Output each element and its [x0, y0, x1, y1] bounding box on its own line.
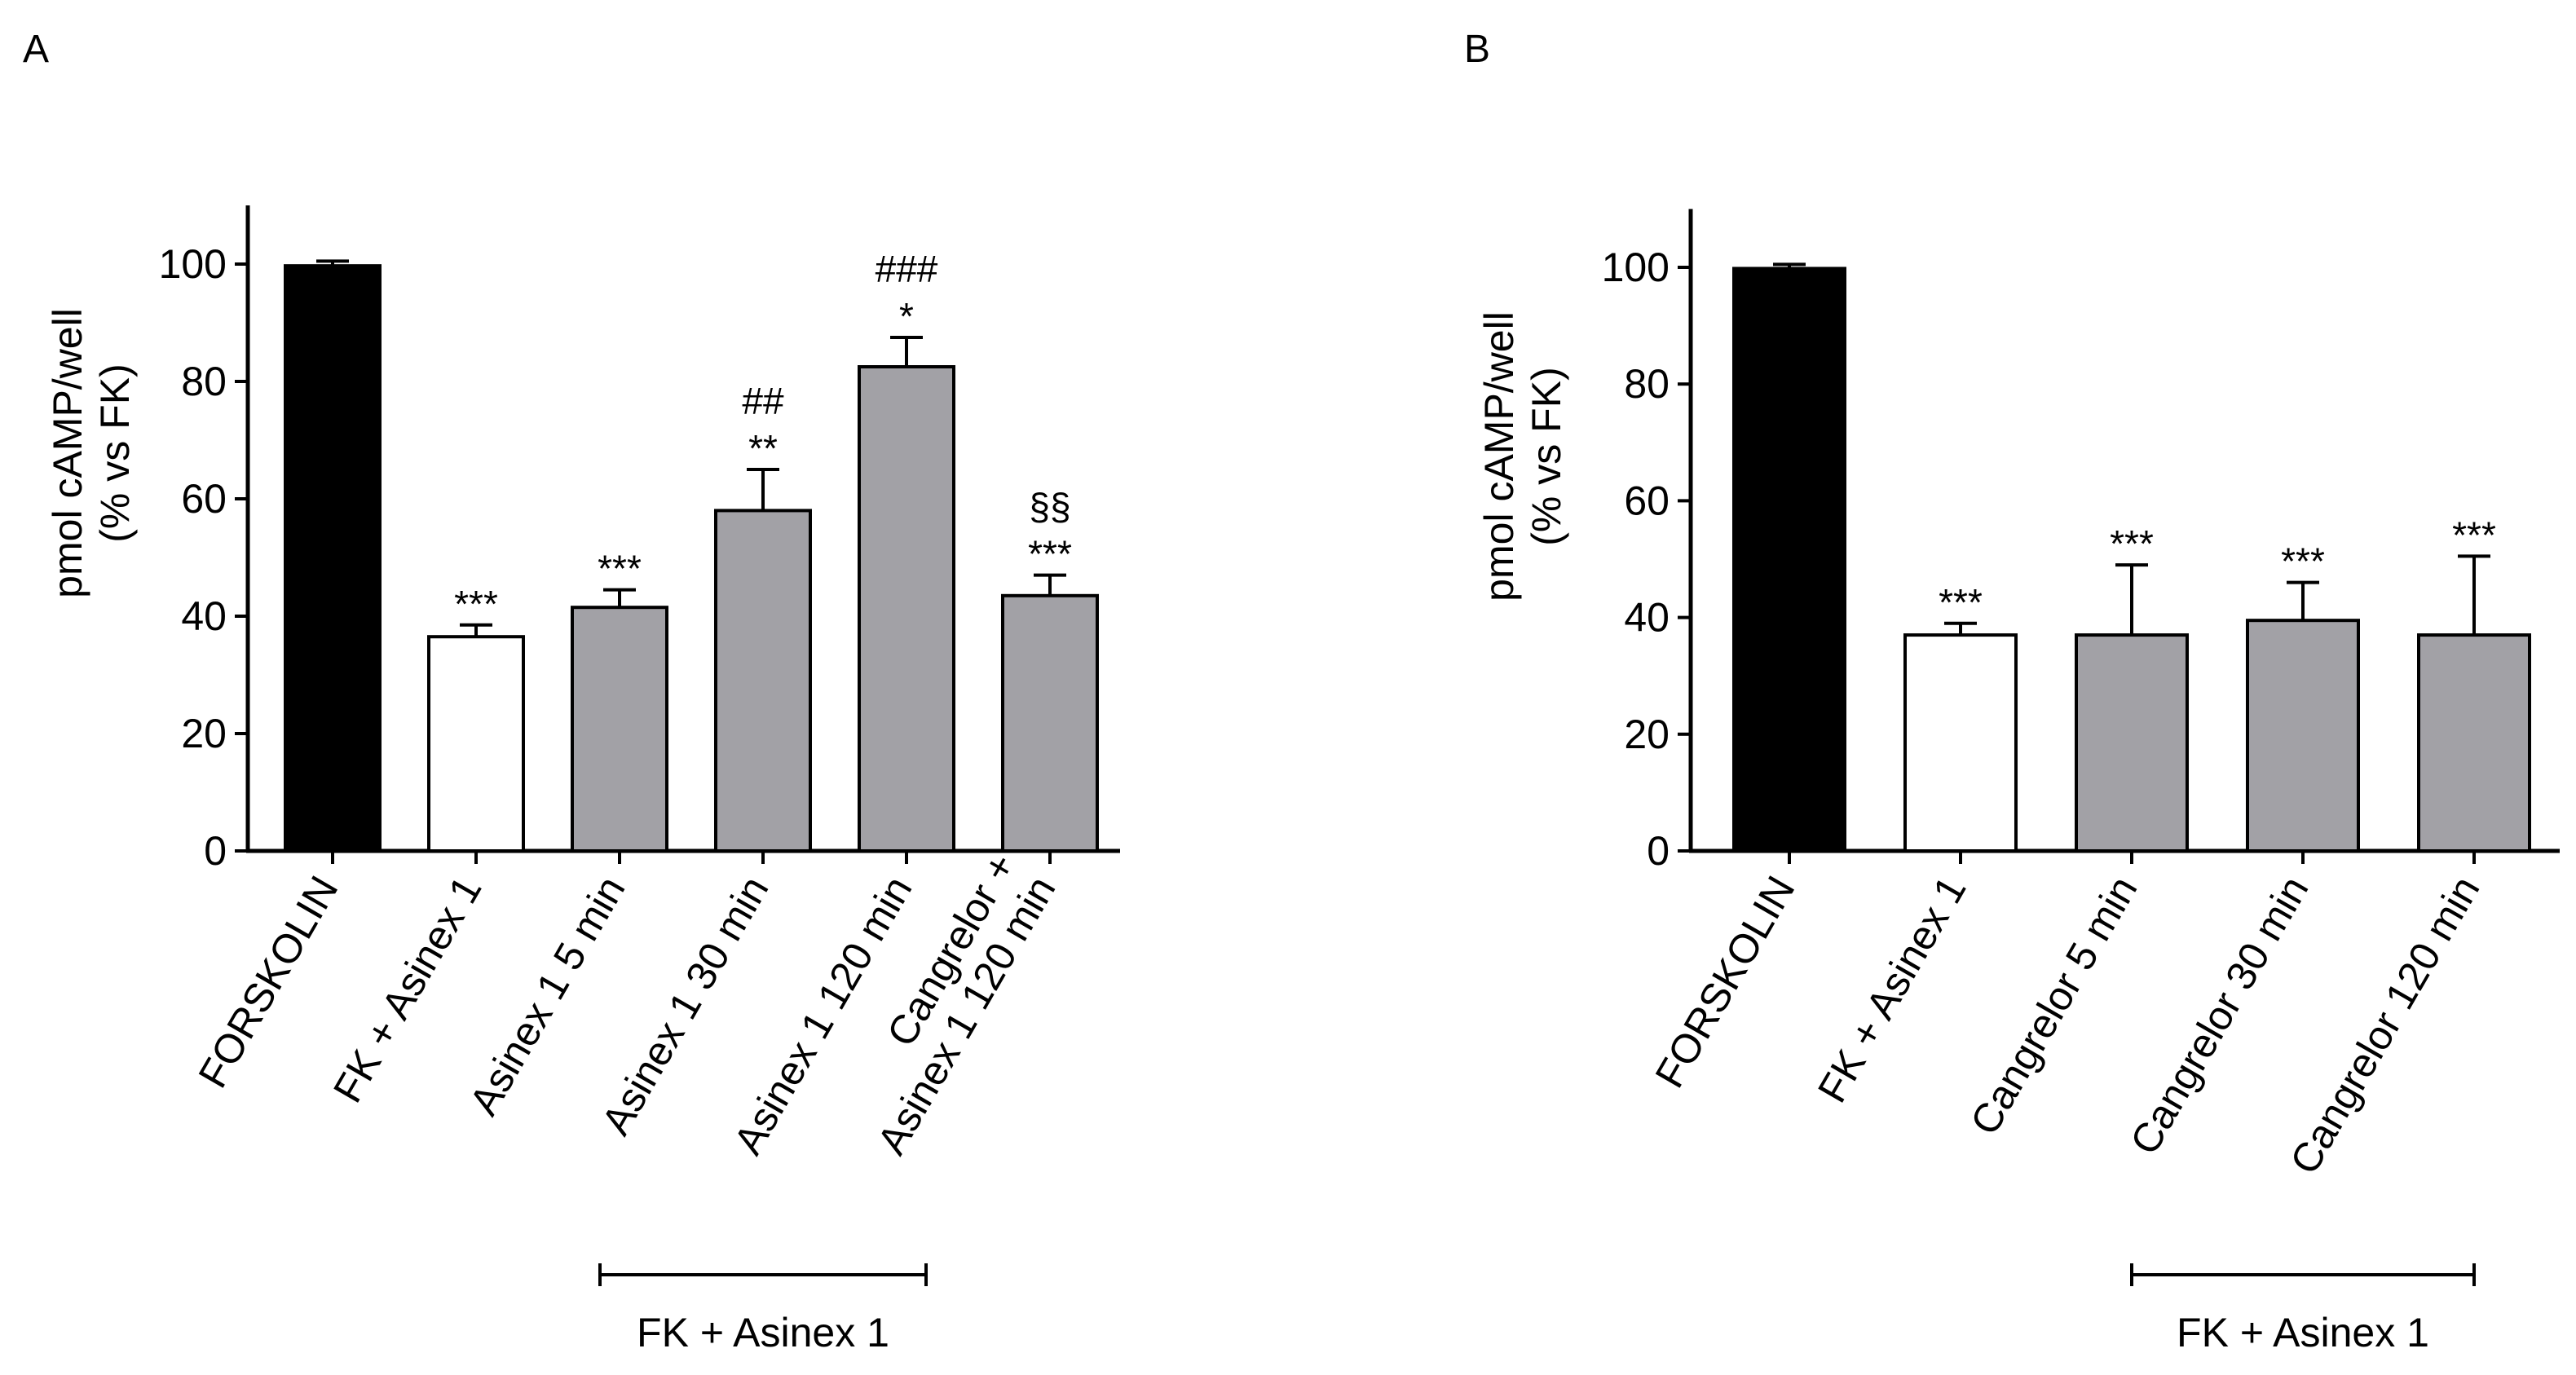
- significance-label: *: [899, 295, 914, 337]
- significance-label: ***: [1939, 581, 1983, 624]
- y-axis-title-line: pmol cAMP/well: [45, 308, 90, 598]
- bar: [427, 635, 525, 853]
- category-label-line: FORSKOLIN: [190, 869, 347, 1095]
- bar: [1732, 267, 1846, 853]
- y-axis-title-line: (% vs FK): [92, 364, 138, 542]
- category-label: Asinex 1 5 min: [461, 869, 633, 1123]
- category-label-line: Asinex 1 5 min: [461, 869, 633, 1123]
- y-tick-label: 20: [1624, 712, 1670, 757]
- y-tick-label: 80: [1624, 361, 1670, 407]
- panel-a-group-bracket: FK + Asinex 1: [598, 1263, 928, 1355]
- significance-label: ***: [2452, 513, 2496, 556]
- category-label: Cangrelor 120 min: [2281, 869, 2488, 1182]
- y-tick-label: 20: [181, 711, 227, 756]
- group-bracket-label: FK + Asinex 1: [2177, 1310, 2429, 1355]
- category-label: Cangrelor +Asinex 1 120 min: [829, 846, 1065, 1162]
- bar: [858, 365, 955, 853]
- significance-label: ***: [454, 583, 498, 625]
- panel-a-y-axis-title: pmol cAMP/well(% vs FK): [45, 308, 138, 598]
- bar: [1903, 633, 2018, 853]
- category-label-line: FORSKOLIN: [1647, 869, 1804, 1095]
- bar-group: FORSKOLIN: [1647, 262, 1846, 1095]
- bar: [571, 606, 668, 853]
- significance-label: **: [748, 427, 778, 469]
- category-label-line: FK + Asinex 1: [324, 869, 490, 1110]
- significance-label: ###: [876, 248, 938, 290]
- bar: [1001, 593, 1099, 853]
- category-label-line: Cangrelor 30 min: [2121, 869, 2317, 1162]
- panel-b-letter: B: [1464, 28, 1490, 71]
- y-axis-title-line: pmol cAMP/well: [1476, 311, 1522, 602]
- y-tick-label: 40: [181, 593, 227, 639]
- significance-label: ***: [2110, 522, 2154, 565]
- category-label-line: Cangrelor 5 min: [1961, 869, 2146, 1143]
- panel-b-y-axis-title: pmol cAMP/well(% vs FK): [1476, 311, 1569, 602]
- y-tick-label: 80: [181, 359, 227, 404]
- bar: [2417, 633, 2531, 853]
- bar: [2075, 633, 2189, 853]
- panel-b-group-bracket: FK + Asinex 1: [2130, 1263, 2476, 1355]
- group-bracket-label: FK + Asinex 1: [637, 1310, 889, 1355]
- y-tick-label: 0: [204, 828, 227, 874]
- category-label: FK + Asinex 1: [324, 869, 490, 1110]
- y-tick-label: 40: [1624, 595, 1670, 641]
- bar: [284, 264, 382, 853]
- panel-a-letter: A: [23, 28, 49, 71]
- significance-label: ***: [2281, 540, 2325, 583]
- y-tick-label: 60: [1624, 478, 1670, 523]
- category-label-line: Cangrelor 120 min: [2281, 869, 2488, 1182]
- significance-label: §§: [1029, 486, 1070, 528]
- y-tick-label: 60: [181, 476, 227, 522]
- category-label-line: FK + Asinex 1: [1809, 869, 1974, 1110]
- y-tick-label: 100: [159, 241, 227, 287]
- category-label: Cangrelor 5 min: [1961, 869, 2146, 1143]
- significance-label: ***: [598, 548, 642, 590]
- y-axis-title-line: (% vs FK): [1524, 367, 1569, 545]
- category-label: Cangrelor 30 min: [2121, 869, 2317, 1162]
- y-tick-label: 100: [1602, 245, 1670, 290]
- significance-label: ##: [742, 380, 784, 422]
- category-label: FORSKOLIN: [1647, 869, 1804, 1095]
- significance-label: ***: [1028, 533, 1072, 575]
- y-tick-label: 0: [1647, 828, 1670, 874]
- category-label: FORSKOLIN: [190, 869, 347, 1095]
- category-label: FK + Asinex 1: [1809, 869, 1974, 1110]
- bar: [2246, 619, 2360, 853]
- bar: [714, 509, 812, 853]
